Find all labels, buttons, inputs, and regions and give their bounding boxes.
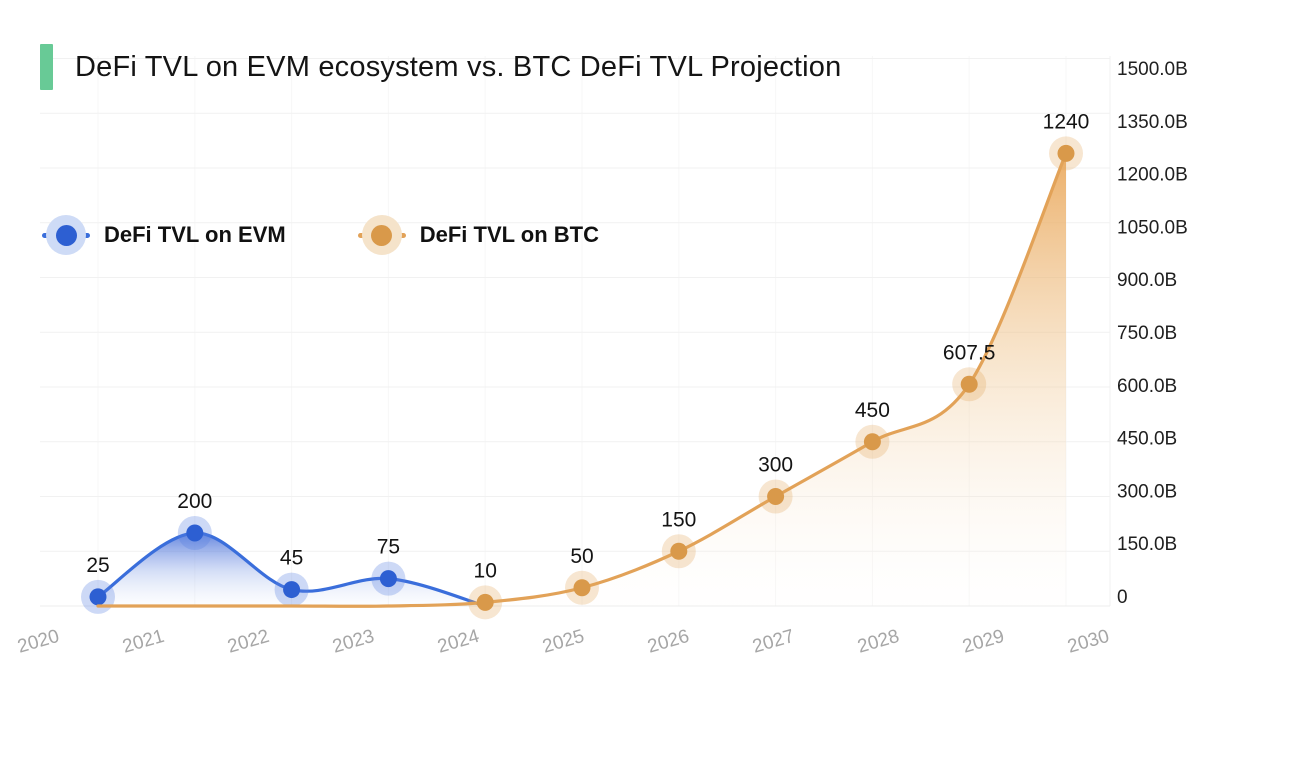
y-axis-labels: 0 150.0B 300.0B 450.0B 600.0B 750.0B 900.0B 105… xyxy=(1117,59,1188,608)
x-axis-tick-label: 2029 xyxy=(960,626,1006,658)
y-axis-tick-label: 450.0B xyxy=(1117,429,1177,450)
btc-data-point[interactable] xyxy=(960,375,978,393)
legend: DeFi TVL on EVM DeFi TVL on BTC xyxy=(42,213,599,257)
series-btc: 10 50 150 300 450 607.5 1240 xyxy=(96,110,1090,620)
y-axis-tick-label: 300.0B xyxy=(1117,481,1177,502)
evm-point-label: 200 xyxy=(177,490,212,513)
x-axis-tick-label: 2021 xyxy=(120,626,166,658)
chart-title: DeFi TVL on EVM ecosystem vs. BTC DeFi T… xyxy=(75,50,842,83)
series-evm: 25 200 45 75 xyxy=(81,490,487,614)
x-axis-tick-label: 2025 xyxy=(540,626,586,658)
btc-legend-marker-icon xyxy=(357,213,406,257)
x-axis-labels: 2020 2021 2022 2023 2024 2025 2026 2027 2028 2029… xyxy=(15,626,1111,658)
btc-point-label: 450 xyxy=(855,399,890,422)
y-axis-tick-label: 0 xyxy=(1117,587,1128,608)
btc-data-point[interactable] xyxy=(863,433,881,451)
btc-data-point[interactable] xyxy=(670,542,688,560)
evm-data-point[interactable] xyxy=(89,588,107,606)
x-axis-tick-label: 2020 xyxy=(15,626,61,658)
btc-point-label: 150 xyxy=(661,508,696,531)
legend-label-evm: DeFi TVL on EVM xyxy=(104,222,286,247)
y-axis-tick-label: 1200.0B xyxy=(1117,165,1188,186)
y-axis-tick-label: 900.0B xyxy=(1117,270,1177,291)
legend-item-evm[interactable]: DeFi TVL on EVM xyxy=(42,213,286,257)
evm-data-point[interactable] xyxy=(379,570,397,588)
evm-point-label: 25 xyxy=(86,554,109,577)
btc-data-point[interactable] xyxy=(476,593,494,611)
y-axis-tick-label: 750.0B xyxy=(1117,323,1177,344)
x-axis-tick-label: 2030 xyxy=(1065,626,1111,658)
evm-data-point[interactable] xyxy=(186,524,204,542)
series-btc-line xyxy=(96,151,1068,608)
x-axis-tick-label: 2024 xyxy=(435,626,482,658)
evm-point-label: 75 xyxy=(377,536,400,559)
series-btc-area xyxy=(98,153,1066,607)
legend-label-btc: DeFi TVL on BTC xyxy=(419,222,599,247)
btc-point-label: 300 xyxy=(758,454,793,477)
btc-point-label: 607.5 xyxy=(943,341,996,364)
evm-legend-marker-icon xyxy=(42,213,90,257)
y-axis-tick-label: 1050.0B xyxy=(1117,217,1188,238)
evm-point-label: 45 xyxy=(280,547,303,570)
btc-point-label: 1240 xyxy=(1043,110,1090,133)
btc-data-point[interactable] xyxy=(1057,144,1075,162)
chart-header: DeFi TVL on EVM ecosystem vs. BTC DeFi T… xyxy=(40,44,841,90)
btc-point-label: 10 xyxy=(474,559,497,582)
btc-data-point[interactable] xyxy=(767,488,785,505)
y-axis-tick-label: 150.0B xyxy=(1117,534,1177,555)
y-axis-tick-label: 600.0B xyxy=(1117,376,1177,397)
title-accent-bar xyxy=(40,44,53,90)
y-axis-tick-label: 1500.0B xyxy=(1117,59,1188,80)
x-axis-tick-label: 2026 xyxy=(645,626,691,658)
btc-point-label: 50 xyxy=(570,545,593,568)
legend-item-btc[interactable]: DeFi TVL on BTC xyxy=(357,213,599,257)
x-axis-tick-label: 2022 xyxy=(225,626,271,658)
y-axis-tick-label: 1350.0B xyxy=(1117,112,1188,133)
x-axis-tick-label: 2027 xyxy=(750,626,796,658)
btc-data-point[interactable] xyxy=(573,579,591,597)
x-axis-tick-label: 2023 xyxy=(330,626,376,658)
x-axis-tick-label: 2028 xyxy=(855,626,901,658)
evm-data-point[interactable] xyxy=(283,581,301,599)
series-evm-area xyxy=(98,532,486,606)
